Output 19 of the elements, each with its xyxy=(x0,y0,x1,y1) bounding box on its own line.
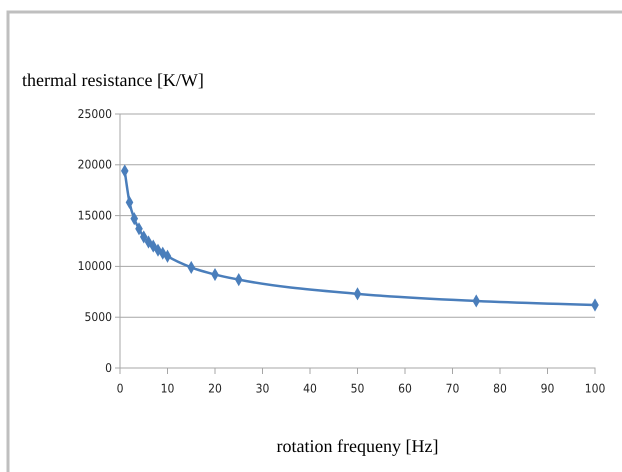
x-tick-label: 20 xyxy=(208,382,222,396)
y-tick-label: 15000 xyxy=(78,208,112,222)
x-tick-label: 50 xyxy=(350,382,364,396)
x-tick-label: 90 xyxy=(540,382,554,396)
y-tick-label: 10000 xyxy=(78,259,112,274)
x-axis-title: rotation frequeny [Hz] xyxy=(276,436,438,456)
x-tick-label: 60 xyxy=(398,382,412,396)
x-tick-label: 30 xyxy=(256,382,270,396)
y-tick-label: 0 xyxy=(105,360,112,375)
y-tick-label: 20000 xyxy=(78,158,112,172)
x-tick-label: 70 xyxy=(446,382,460,396)
y-axis-title: thermal resistance [K/W] xyxy=(22,70,204,90)
y-tick-label: 25000 xyxy=(78,106,112,121)
x-tick-label: 40 xyxy=(303,382,317,396)
x-tick-label: 80 xyxy=(493,382,507,396)
x-tick-label: 100 xyxy=(584,382,606,396)
y-tick-label: 5000 xyxy=(84,310,112,324)
x-tick-label: 0 xyxy=(116,382,124,396)
x-tick-label: 10 xyxy=(160,382,174,396)
